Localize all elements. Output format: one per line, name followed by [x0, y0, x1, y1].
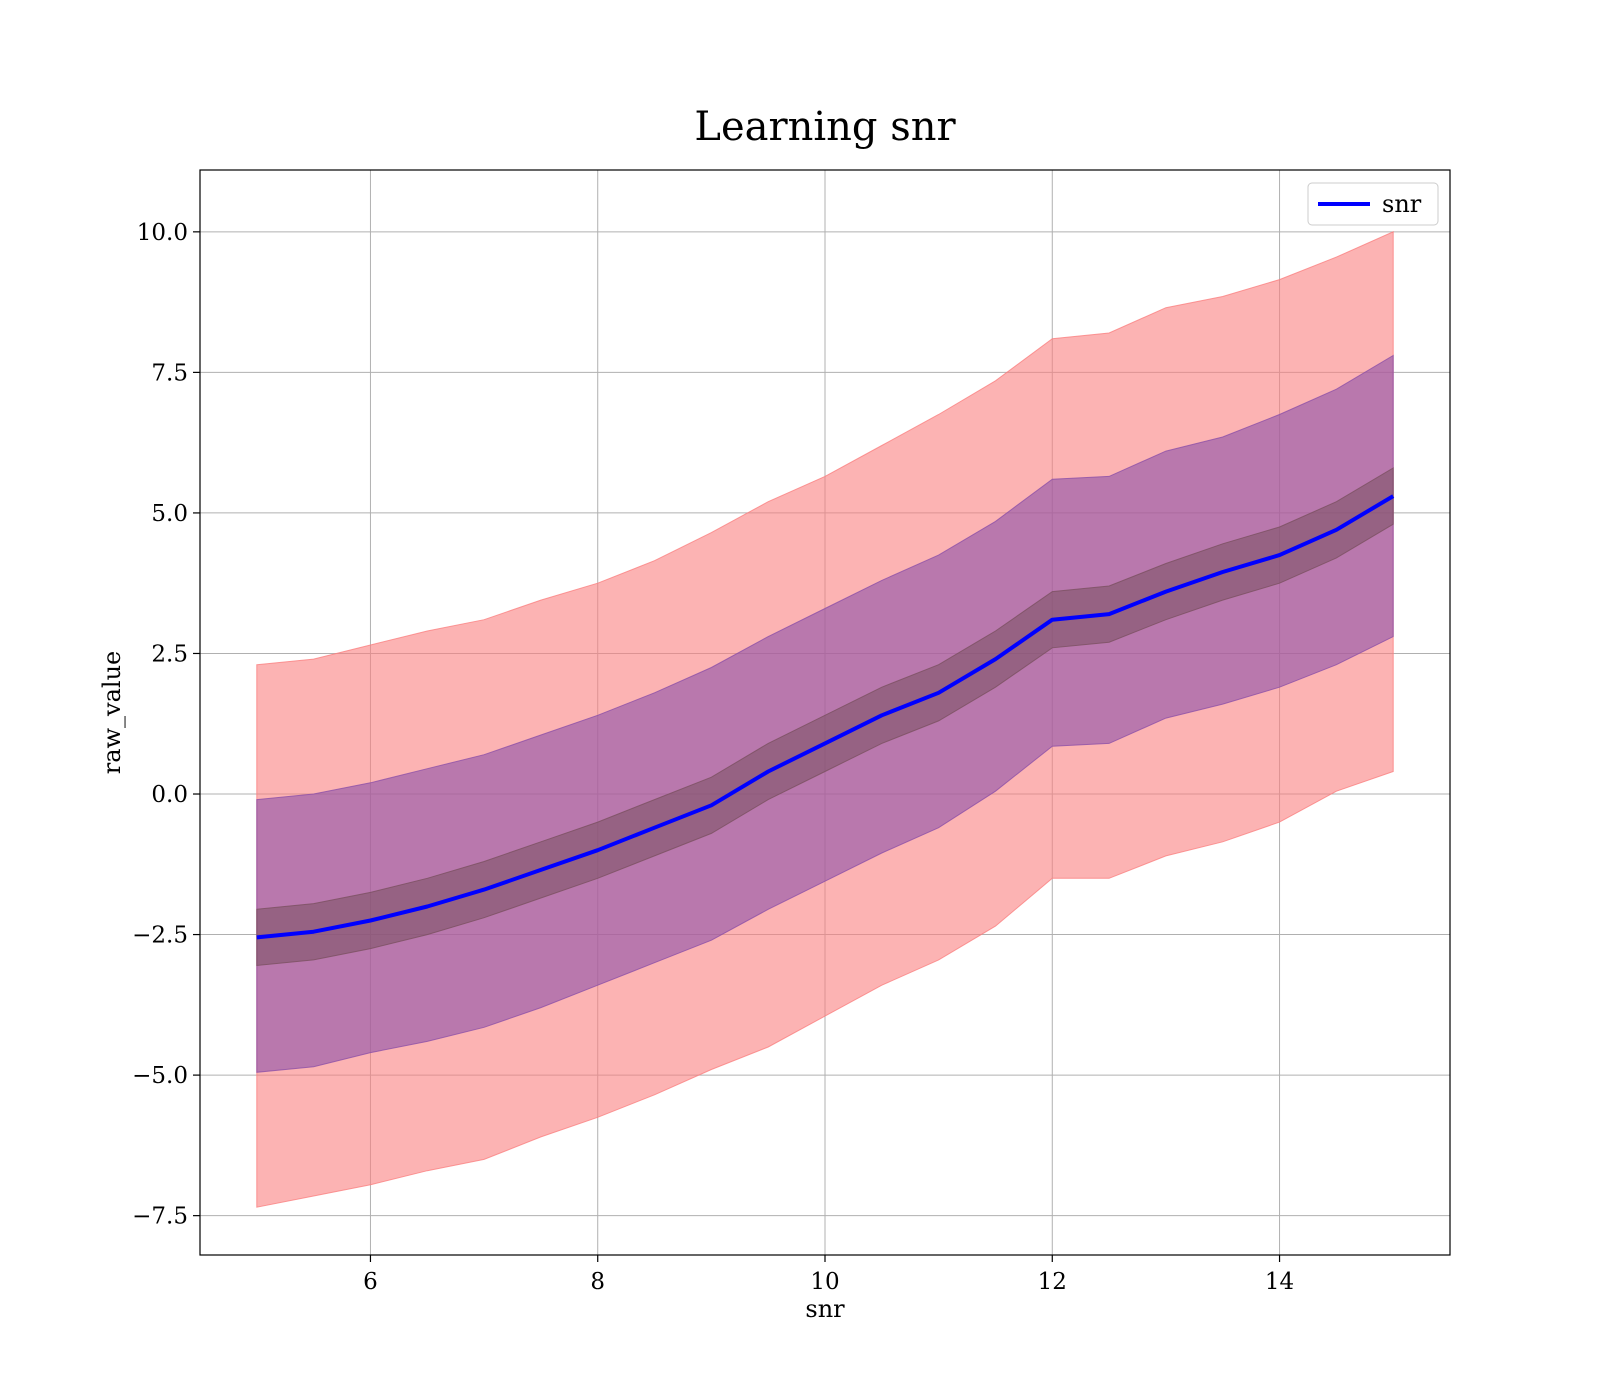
y-tick-label-3: 0.0 [151, 782, 188, 808]
series-lines [256, 494, 1395, 940]
series-line-snr [256, 494, 1395, 940]
y-axis-label: raw_value [98, 651, 126, 775]
legend: snr [1307, 182, 1439, 226]
legend-box [1307, 182, 1439, 226]
y-tick-label-7: 10.0 [137, 220, 188, 246]
x-axis-label: snr [805, 1295, 845, 1323]
legend-label-snr: snr [1382, 190, 1422, 218]
y-tick-label-6: 7.5 [151, 360, 188, 386]
y-tick-label-2: −2.5 [132, 923, 188, 949]
x-tick-label-2: 10 [810, 1269, 839, 1295]
confidence-bands [256, 231, 1394, 1208]
y-tick-label-1: −5.0 [132, 1063, 188, 1089]
x-tick-label-3: 12 [1038, 1269, 1067, 1295]
x-tick-label-0: 6 [363, 1269, 378, 1295]
x-tick-label-1: 8 [590, 1269, 605, 1295]
chart-title: Learning snr [694, 104, 956, 150]
y-tick-label-5: 5.0 [151, 501, 188, 527]
band-inner [256, 467, 1394, 967]
x-tick-label-4: 14 [1265, 1269, 1294, 1295]
x-ticks: 6 8 10 12 14 [363, 1255, 1294, 1295]
y-tick-label-0: −7.5 [132, 1204, 188, 1230]
y-ticks: −7.5 −5.0 −2.5 0.0 2.5 5.0 7.5 10.0 [132, 220, 200, 1230]
y-tick-label-4: 2.5 [151, 641, 188, 667]
